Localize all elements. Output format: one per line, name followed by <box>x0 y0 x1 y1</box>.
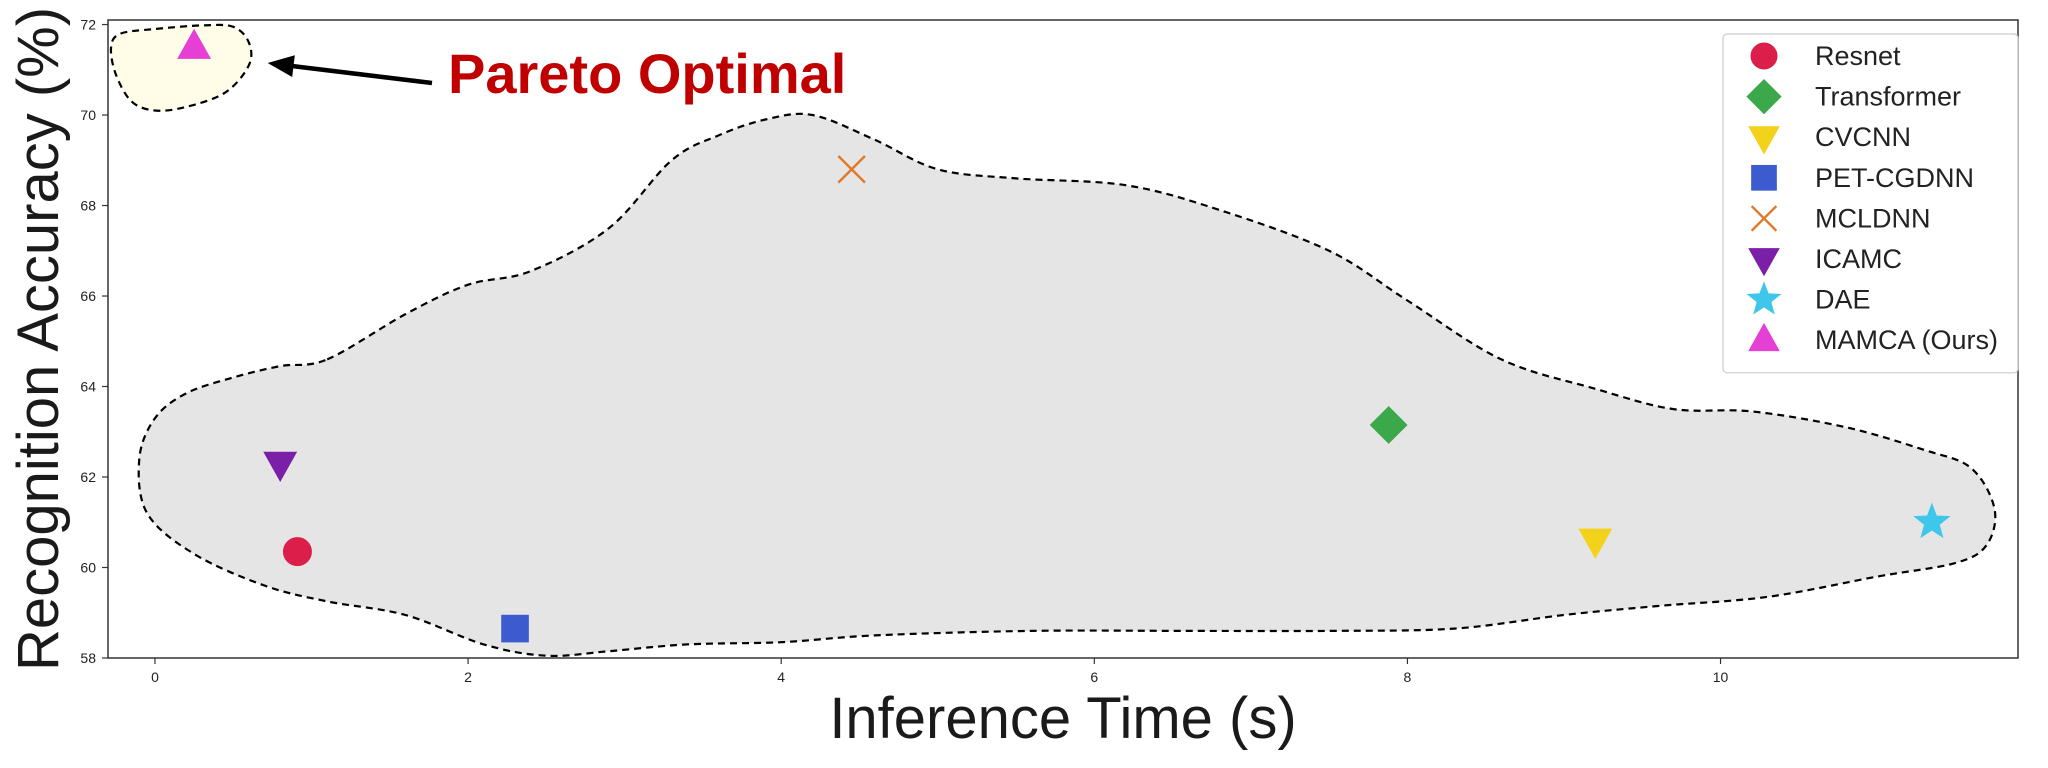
legend-label-cvcnn: CVCNN <box>1815 122 1911 152</box>
y-axis-ticks: 58 60 62 64 66 68 70 72 <box>80 17 108 666</box>
legend-label-dae: DAE <box>1815 285 1871 315</box>
point-transformer <box>1369 406 1408 444</box>
x-tick-label: 4 <box>777 669 785 685</box>
x-tick-label: 8 <box>1404 669 1412 685</box>
legend-marker-dae <box>1746 281 1782 315</box>
x-tick-label: 6 <box>1090 669 1098 685</box>
legend-label-mamca-ours: MAMCA (Ours) <box>1815 325 1998 355</box>
pareto-arrow-head <box>267 55 295 78</box>
point-pet-cgdnn <box>501 614 529 643</box>
point-dae <box>1913 502 1951 539</box>
legend-box <box>1722 33 2019 374</box>
annotation-layer: Pareto Optimal <box>267 42 846 105</box>
point-mcldnn <box>837 155 866 184</box>
legend-label-resnet: Resnet <box>1815 41 1901 71</box>
legend-marker-mcldnn <box>1750 205 1778 232</box>
y-tick-label: 68 <box>80 198 96 214</box>
point-mamca-ours <box>177 28 212 59</box>
y-axis-label: Recognition Accuracy (%) <box>6 7 71 671</box>
legend-label-transformer: Transformer <box>1815 82 1961 112</box>
point-mcldnn-stroke-2 <box>837 155 866 184</box>
legend-label-pet-cgdnn: PET-CGDNN <box>1815 163 1974 193</box>
y-tick-label: 66 <box>80 288 96 304</box>
x-tick-label: 2 <box>464 669 472 685</box>
legend-marker-mamca-ours <box>1748 322 1780 352</box>
y-tick-label: 62 <box>80 469 96 485</box>
legend: Resnet Transformer CVCNN PET-CGDNN MCLDNN ICA… <box>1722 33 2019 374</box>
x-tick-label: 10 <box>1713 669 1729 685</box>
y-tick-label: 70 <box>80 107 96 123</box>
pareto-arrow-shaft <box>283 62 433 86</box>
pareto-optimal-annotation: Pareto Optimal <box>448 42 846 105</box>
pareto-region <box>109 23 253 112</box>
y-tick-label: 60 <box>80 560 96 576</box>
legend-marker-cvcnn <box>1748 126 1780 155</box>
legend-label-mcldnn: MCLDNN <box>1815 203 1931 233</box>
legend-marker-pet-cgdnn <box>1751 164 1777 191</box>
y-tick-label: 58 <box>80 650 96 666</box>
y-tick-label: 64 <box>80 379 96 395</box>
regions-layer <box>109 23 1997 658</box>
legend-label-icamc: ICAMC <box>1815 244 1902 274</box>
x-tick-label: 0 <box>151 669 159 685</box>
point-cvcnn <box>1578 528 1613 559</box>
legend-marker-transformer <box>1746 78 1782 115</box>
point-resnet <box>282 537 312 567</box>
baseline-region <box>137 112 1997 658</box>
legend-marker-icamc <box>1748 248 1780 277</box>
legend-marker-mcldnn-stroke-2 <box>1750 205 1778 232</box>
data-points <box>177 28 1951 643</box>
point-icamc <box>263 451 298 482</box>
x-axis-label: Inference Time (s) <box>829 686 1296 751</box>
y-tick-label: 72 <box>80 17 96 33</box>
x-axis-ticks: 0 2 4 6 8 10 <box>151 658 1729 685</box>
legend-marker-resnet <box>1750 42 1778 70</box>
